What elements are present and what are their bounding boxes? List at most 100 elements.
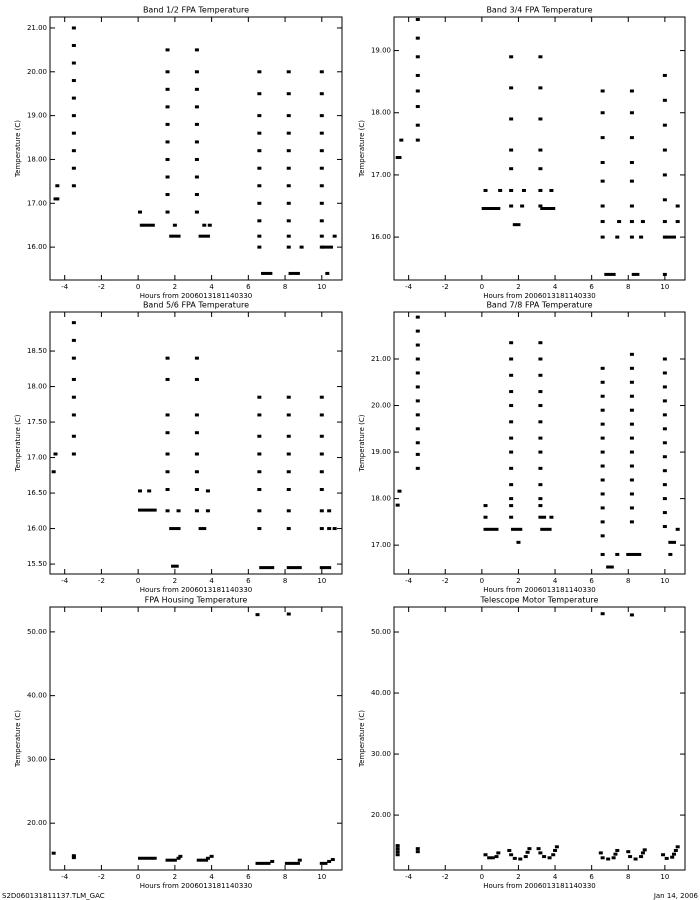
data-point xyxy=(257,219,262,223)
data-point xyxy=(292,271,297,275)
plot-frame xyxy=(393,606,686,871)
data-point xyxy=(257,114,262,118)
data-point xyxy=(286,527,291,531)
x-tick-label: -2 xyxy=(98,283,105,291)
data-point xyxy=(176,509,181,513)
data-point xyxy=(397,156,402,160)
y-tick-label: 18.00 xyxy=(371,495,391,503)
data-point xyxy=(257,166,262,170)
data-point xyxy=(509,497,514,501)
data-point xyxy=(319,395,324,399)
data-point xyxy=(538,341,543,345)
chart-title: FPA Housing Temperature xyxy=(145,596,248,605)
data-point xyxy=(200,858,205,862)
data-point xyxy=(165,488,170,492)
y-tick-label: 17.50 xyxy=(27,418,47,426)
data-point xyxy=(194,413,199,417)
data-point xyxy=(600,478,605,482)
data-point xyxy=(71,434,76,438)
data-point xyxy=(165,105,170,109)
x-tick-label: -4 xyxy=(405,577,413,585)
data-point xyxy=(169,527,174,531)
data-point xyxy=(509,466,514,470)
data-point xyxy=(662,469,667,473)
data-point xyxy=(521,188,526,192)
y-tick-label: 21.00 xyxy=(27,24,47,32)
data-point xyxy=(198,527,203,531)
chart-title: Band 5/6 FPA Temperature xyxy=(143,301,249,310)
data-point xyxy=(194,193,199,197)
data-point xyxy=(325,271,330,275)
data-point xyxy=(538,497,543,501)
data-point xyxy=(266,861,271,865)
data-point xyxy=(525,850,530,854)
data-point xyxy=(639,855,644,859)
data-point xyxy=(286,219,291,223)
x-tick-label: 4 xyxy=(553,873,558,881)
data-point xyxy=(205,234,210,238)
data-point xyxy=(319,434,324,438)
data-point xyxy=(165,193,170,197)
data-point xyxy=(662,511,667,515)
data-point xyxy=(71,356,76,360)
data-point xyxy=(286,488,291,492)
data-point xyxy=(174,564,179,568)
data-point xyxy=(270,566,275,570)
data-point xyxy=(629,366,634,370)
data-point xyxy=(165,431,170,435)
data-point xyxy=(323,566,328,570)
data-point xyxy=(538,390,543,394)
data-point xyxy=(664,235,669,239)
data-point xyxy=(600,136,605,140)
x-tick-label: -2 xyxy=(98,873,105,881)
data-point xyxy=(295,271,300,275)
data-point xyxy=(328,245,333,249)
data-point xyxy=(629,136,634,140)
data-point xyxy=(257,470,262,474)
data-point xyxy=(600,408,605,412)
data-point xyxy=(325,245,330,249)
data-point xyxy=(600,380,605,384)
data-point xyxy=(194,140,199,144)
data-point xyxy=(257,234,262,238)
data-point xyxy=(51,851,56,855)
y-tick-label: 30.00 xyxy=(371,750,391,758)
data-point xyxy=(194,356,199,360)
x-tick-label: 2 xyxy=(173,283,177,291)
y-tick-label: 18.00 xyxy=(371,109,391,117)
data-point xyxy=(675,845,680,849)
data-point xyxy=(319,527,324,531)
data-point xyxy=(172,223,177,227)
data-point xyxy=(165,356,170,360)
data-point xyxy=(629,111,634,115)
data-point xyxy=(165,413,170,417)
data-point xyxy=(198,234,203,238)
data-point xyxy=(327,566,332,570)
chart-title: Band 7/8 FPA Temperature xyxy=(486,301,592,310)
x-tick-label: -4 xyxy=(61,283,69,291)
data-point xyxy=(662,385,667,389)
data-point xyxy=(600,856,605,860)
data-point xyxy=(207,223,212,227)
data-point xyxy=(415,427,420,431)
data-point xyxy=(662,455,667,459)
data-point xyxy=(194,175,199,179)
data-point xyxy=(629,408,634,412)
data-point xyxy=(71,854,76,858)
data-point xyxy=(642,848,647,852)
data-point xyxy=(615,235,620,239)
data-point xyxy=(629,464,634,468)
data-point xyxy=(516,540,521,544)
x-axis-label: Hours from 2006013181140330 xyxy=(483,882,596,890)
data-point xyxy=(178,854,183,858)
x-tick-label: 6 xyxy=(589,873,594,881)
data-point xyxy=(483,188,488,192)
data-point xyxy=(600,111,605,115)
plot-frame xyxy=(393,16,686,281)
data-point xyxy=(512,223,517,227)
x-tick-label: 4 xyxy=(209,577,214,585)
data-point xyxy=(194,210,199,214)
y-tick-label: 19.00 xyxy=(27,112,47,120)
y-tick-label: 15.50 xyxy=(27,560,47,568)
data-point xyxy=(71,149,76,153)
